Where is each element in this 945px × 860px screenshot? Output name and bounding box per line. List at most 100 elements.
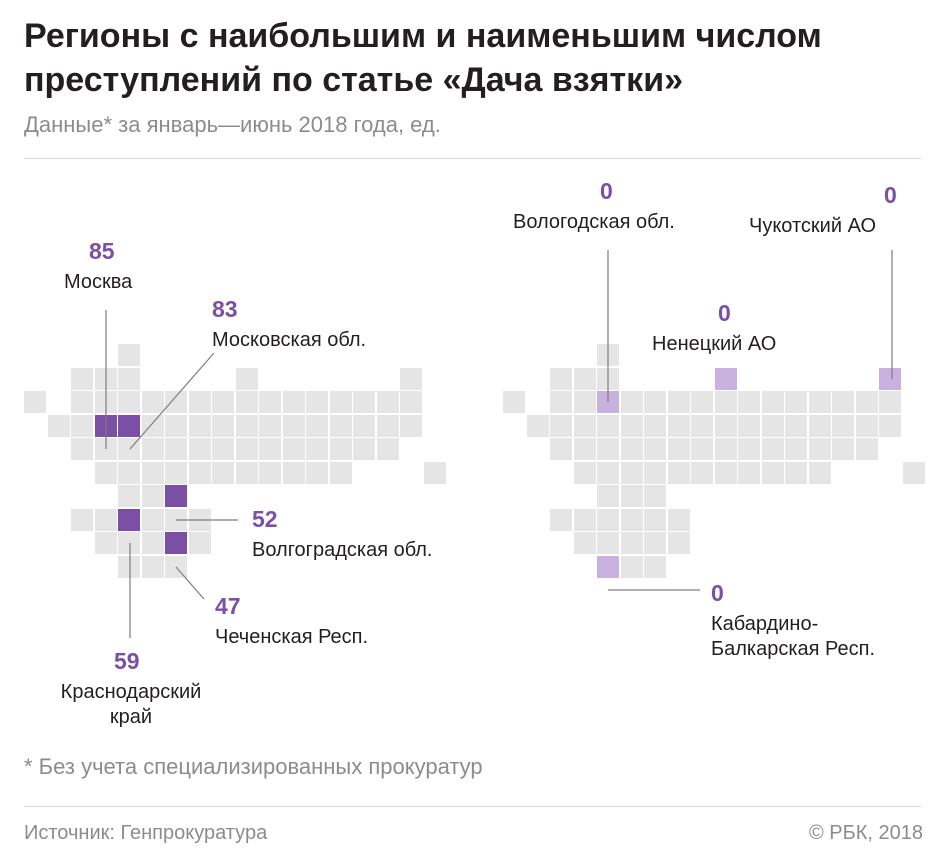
- label-moskva: Москва: [64, 271, 133, 293]
- region-tile: [188, 438, 211, 460]
- region-tile: [620, 414, 643, 437]
- label-kabardino-balkarskaya-resp: Кабардино- Балкарская Респ.: [711, 613, 876, 660]
- region-tile: [212, 461, 234, 484]
- region-tile: [714, 391, 737, 413]
- region-tile: [71, 438, 93, 460]
- region-tile: [761, 461, 784, 484]
- label-chechenskaya-resp: Чеченская Респ.: [215, 626, 369, 648]
- region-tile: [832, 391, 854, 413]
- region-tile: [644, 438, 666, 460]
- region-tile: [573, 391, 596, 413]
- region-tile: [188, 532, 211, 554]
- region-tile: [691, 391, 713, 413]
- region-tile: [353, 391, 375, 413]
- region-tile: [597, 532, 619, 554]
- region-tile: [306, 461, 328, 484]
- region-tile: [597, 344, 619, 366]
- region-tile: [353, 438, 375, 460]
- region-tile: [94, 367, 117, 390]
- region-tile: [761, 438, 784, 460]
- region-tile: [165, 508, 187, 531]
- region-tile: [212, 391, 234, 413]
- region-tile: [714, 461, 737, 484]
- region-tile: [400, 367, 422, 390]
- region-tile: [573, 532, 596, 554]
- value-nenetskiy-ao: 0: [718, 300, 731, 326]
- region-tile: [118, 391, 140, 413]
- region-tile: [808, 391, 831, 413]
- region-tile: [282, 391, 305, 413]
- region-tile: [141, 508, 164, 531]
- value-volgogradskaya-obl: 52: [252, 506, 278, 532]
- value-chukotskiy-ao: 0: [884, 182, 897, 208]
- region-tile-kabardino-balkarskaya-resp: [597, 555, 619, 578]
- region-tile: [691, 414, 713, 437]
- region-tile: [235, 461, 258, 484]
- region-tile: [235, 414, 258, 437]
- region-tile: [188, 508, 211, 531]
- region-tile: [879, 391, 901, 413]
- region-tile-volgogradskaya-obl: [165, 485, 187, 507]
- label-nenetskiy-ao: Ненецкий АО: [652, 333, 777, 355]
- region-tile: [667, 391, 690, 413]
- region-tile: [550, 508, 572, 531]
- region-tile: [376, 391, 399, 413]
- region-tile: [738, 414, 760, 437]
- region-tile: [400, 414, 422, 437]
- value-krasnodarskiy-kray: 59: [114, 648, 140, 674]
- region-tile: [738, 391, 760, 413]
- value-kabardino-balkarskaya-resp: 0: [711, 580, 724, 606]
- region-tile: [306, 414, 328, 437]
- region-tile: [573, 461, 596, 484]
- region-tile: [141, 461, 164, 484]
- region-tile: [644, 391, 666, 413]
- bottom-divider: [24, 806, 921, 807]
- region-tile: [118, 485, 140, 507]
- region-tile: [259, 438, 281, 460]
- region-tile: [329, 391, 352, 413]
- region-tile: [94, 438, 117, 460]
- region-tile: [644, 508, 666, 531]
- region-tile: [259, 461, 281, 484]
- region-tile: [620, 532, 643, 554]
- region-tile: [667, 438, 690, 460]
- region-tile: [855, 438, 878, 460]
- region-tile: [141, 532, 164, 554]
- region-tile-moskovskaya-obl: [118, 414, 140, 437]
- region-tile: [259, 414, 281, 437]
- region-tile-vologodskaya-obl: [597, 391, 619, 413]
- top-divider: [24, 158, 921, 159]
- region-tile: [24, 391, 46, 413]
- region-tile: [620, 391, 643, 413]
- chart-title: Регионы с наибольшим и наименьшим числом…: [24, 17, 822, 99]
- region-tile: [667, 461, 690, 484]
- region-tile: [306, 438, 328, 460]
- region-tile: [118, 555, 140, 578]
- region-tile: [141, 438, 164, 460]
- region-tile: [855, 414, 878, 437]
- region-tile: [141, 391, 164, 413]
- region-tile: [47, 414, 70, 437]
- region-tile: [282, 438, 305, 460]
- footnote: * Без учета специализированных прокурату…: [24, 754, 483, 779]
- region-tile: [667, 508, 690, 531]
- region-tile: [573, 508, 596, 531]
- region-tile: [141, 555, 164, 578]
- region-tile: [620, 461, 643, 484]
- region-tile: [832, 414, 854, 437]
- region-tile: [620, 438, 643, 460]
- region-tile: [118, 532, 140, 554]
- region-tile: [423, 461, 446, 484]
- region-tile: [376, 414, 399, 437]
- region-tile: [94, 508, 117, 531]
- region-tile: [71, 391, 93, 413]
- region-tile: [597, 367, 619, 390]
- region-tile: [329, 461, 352, 484]
- region-tile: [785, 391, 807, 413]
- copyright: © РБК, 2018: [808, 822, 923, 844]
- region-tile: [597, 461, 619, 484]
- region-tile: [526, 414, 549, 437]
- region-tile: [165, 555, 187, 578]
- region-tile: [620, 485, 643, 507]
- region-tile: [94, 391, 117, 413]
